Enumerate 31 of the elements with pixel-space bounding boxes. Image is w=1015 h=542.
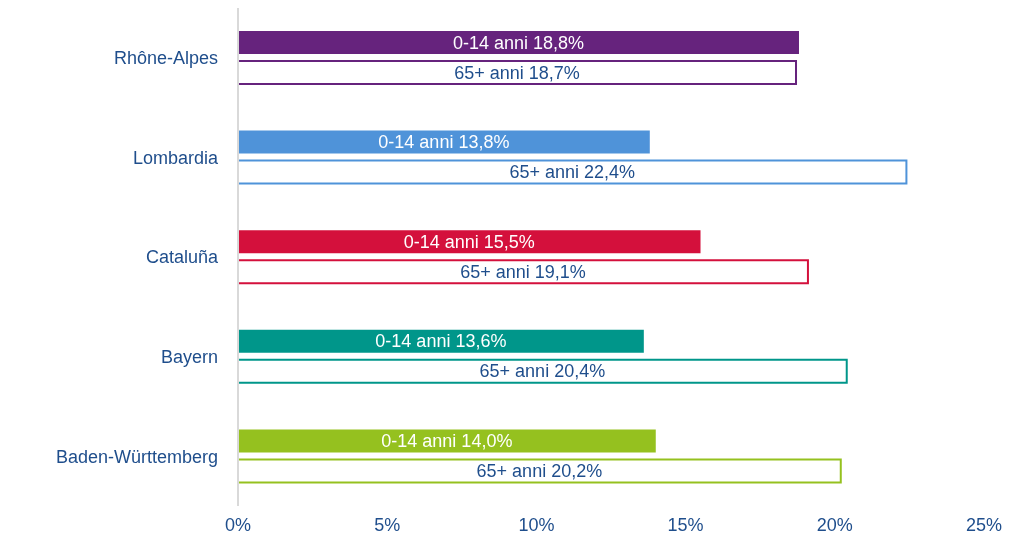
data-label: 0-14 anni 13,6%	[375, 331, 507, 352]
data-label: 65+ anni 20,2%	[476, 460, 603, 481]
data-label: 0-14 anni 14,0%	[381, 430, 513, 451]
y-tick-label: Rhône-Alpes	[113, 48, 218, 69]
data-label: 0-14 anni 15,5%	[403, 231, 535, 252]
x-tick-label: 10%	[518, 514, 555, 535]
bar	[238, 358, 848, 384]
bar	[238, 429, 656, 453]
y-tick-label: Lombardia	[132, 147, 219, 168]
x-tick-label: 0%	[224, 514, 252, 535]
bar	[238, 159, 908, 185]
data-label: 65+ anni 20,4%	[479, 361, 606, 382]
bar	[238, 60, 798, 85]
x-tick-label: 15%	[667, 514, 704, 535]
bar	[238, 31, 799, 54]
data-label: 65+ anni 22,4%	[509, 162, 636, 183]
data-label: 65+ anni 19,1%	[460, 261, 586, 282]
data-label: 0-14 anni 18,8%	[452, 32, 585, 53]
y-tick-label: Bayern	[160, 346, 218, 367]
bar	[238, 230, 701, 254]
x-tick-label: 5%	[374, 514, 401, 535]
bar	[238, 130, 650, 154]
bar	[238, 259, 809, 285]
bar	[238, 329, 644, 353]
data-label: 0-14 anni 13,8%	[378, 132, 510, 153]
y-tick-label: Baden-Württemberg	[55, 446, 218, 467]
x-tick-label: 20%	[816, 514, 853, 535]
y-tick-label: Cataluña	[145, 247, 219, 268]
data-label: 65+ anni 18,7%	[454, 62, 580, 83]
x-tick-label: 25%	[965, 514, 1003, 535]
bar	[238, 458, 842, 484]
